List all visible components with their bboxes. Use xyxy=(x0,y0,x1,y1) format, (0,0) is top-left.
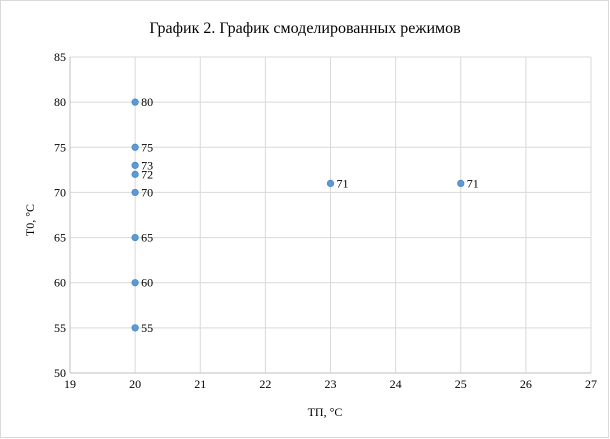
data-point xyxy=(131,170,139,178)
data-point xyxy=(131,233,139,242)
data-label: 72 xyxy=(141,167,153,181)
y-tick-label: 65 xyxy=(54,231,66,245)
x-tick-label: 20 xyxy=(129,377,141,391)
y-tick-labels: 50 55 60 65 70 75 80 85 xyxy=(54,50,66,380)
y-tick-label: 75 xyxy=(54,140,66,154)
data-point xyxy=(326,179,335,187)
data-point xyxy=(131,188,139,197)
data-point xyxy=(131,279,139,287)
y-tick-label: 85 xyxy=(54,50,66,64)
x-tick-label: 25 xyxy=(455,377,467,391)
data-label: 65 xyxy=(141,231,153,245)
x-tick-label: 19 xyxy=(64,377,76,391)
data-label: 75 xyxy=(141,140,153,154)
x-tick-label: 23 xyxy=(325,377,337,391)
y-tick-label: 50 xyxy=(54,366,66,380)
x-tick-labels: 19 20 21 22 23 24 25 26 27 xyxy=(64,377,597,391)
y-tick-label: 80 xyxy=(54,95,66,109)
data-label: 70 xyxy=(141,185,153,199)
data-points xyxy=(131,98,465,332)
chart-title: График 2. График смоделированных режимов xyxy=(149,20,461,37)
data-label: 73 xyxy=(141,158,153,172)
data-point xyxy=(131,324,139,332)
data-point xyxy=(131,98,139,106)
data-label: 71 xyxy=(337,176,349,190)
y-tick-label: 70 xyxy=(54,185,66,199)
y-axis-title: Т0, °С xyxy=(23,204,37,236)
data-point xyxy=(131,161,139,169)
x-tick-label: 22 xyxy=(259,377,271,391)
data-point xyxy=(457,179,465,187)
y-tick-label: 55 xyxy=(54,321,66,335)
data-point xyxy=(131,143,139,151)
data-label: 71 xyxy=(467,176,479,190)
x-axis-title: ТП, °С xyxy=(308,405,343,419)
grid-lines xyxy=(70,56,592,373)
x-tick-label: 27 xyxy=(585,377,597,391)
y-tick-label: 60 xyxy=(54,276,66,290)
data-label: 60 xyxy=(141,276,153,290)
axes xyxy=(69,57,591,374)
x-tick-label: 21 xyxy=(194,377,206,391)
data-label: 55 xyxy=(141,321,153,335)
x-tick-label: 26 xyxy=(520,377,532,391)
x-tick-label: 24 xyxy=(390,377,402,391)
data-label: 80 xyxy=(141,95,153,109)
